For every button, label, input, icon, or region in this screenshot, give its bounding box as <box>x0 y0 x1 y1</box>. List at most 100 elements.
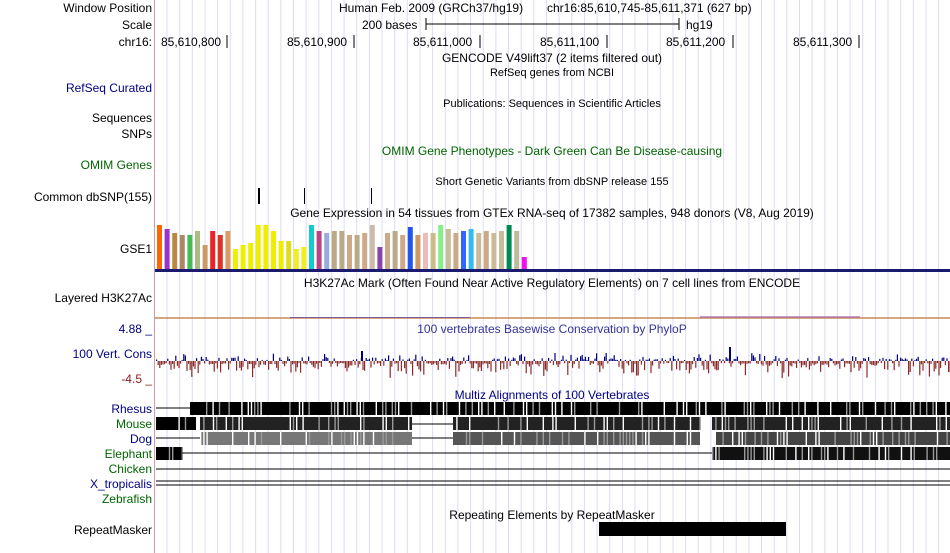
label-column-separator <box>154 0 155 553</box>
gtex-tissue-bar <box>293 249 299 269</box>
species-label-mouse[interactable]: Mouse <box>115 417 152 431</box>
track-label-cons[interactable]: 100 Vert. Cons <box>72 347 152 361</box>
species-label-dog[interactable]: Dog <box>129 432 152 446</box>
track-label-snps[interactable]: SNPs <box>121 127 152 141</box>
gtex-tissue-bar <box>468 229 474 269</box>
gtex-tissue-bar <box>202 245 208 269</box>
gtex-tissue-bar <box>179 235 185 269</box>
gtex-track-title: Gene Expression in 54 tissues from GTEx … <box>290 206 814 220</box>
dbsnp-variant-marks[interactable] <box>258 188 372 204</box>
window-position-label: Window Position <box>63 1 152 15</box>
track-label-omim[interactable]: OMIM Genes <box>80 158 152 172</box>
gtex-tissue-bar <box>225 231 231 269</box>
publications-track-title: Publications: Sequences in Scientific Ar… <box>443 98 661 110</box>
gtex-tissue-bar <box>461 231 466 269</box>
gtex-tissue-bar <box>430 233 436 269</box>
cons-max-value: 4.88 _ <box>118 322 152 336</box>
gtex-tissue-bar <box>415 235 421 269</box>
gtex-tissue-bar <box>172 233 178 269</box>
gtex-tissue-bar <box>347 235 352 269</box>
position-range: chr16:85,610,745-85,611,371 (627 bp) <box>547 1 752 15</box>
gtex-tissue-bar <box>369 225 375 269</box>
gtex-tissue-bar <box>286 241 292 269</box>
gtex-tissue-bar <box>491 233 497 269</box>
scale-text: 200 bases <box>362 18 418 32</box>
gtex-tissue-bar <box>164 229 170 269</box>
chrom-label: chr16: <box>118 35 152 49</box>
gtex-tissue-bar <box>217 235 223 269</box>
gtex-tissue-bar <box>438 225 444 269</box>
gtex-tissue-bar <box>240 245 246 269</box>
gtex-tissue-bar <box>514 231 520 269</box>
species-label-x_tropicalis[interactable]: X_tropicalis <box>89 477 152 491</box>
ruler-tick-label: 85,611,200 <box>666 35 726 49</box>
scale-db: hg19 <box>686 18 713 32</box>
assembly-title: Human Feb. 2009 (GRCh37/hg19) <box>339 1 524 15</box>
track-label-dbsnp[interactable]: Common dbSNP(155) <box>33 190 152 204</box>
gtex-tissue-bar <box>453 233 459 269</box>
gtex-tissue-bar <box>195 231 200 269</box>
ruler-tick-label: 85,611,000 <box>413 35 473 49</box>
scale-label: Scale <box>121 18 152 32</box>
gtex-tissue-bar <box>445 229 451 269</box>
gencode-track-title: GENCODE V49lift37 (2 items filtered out) <box>441 51 663 65</box>
omim-track-title: OMIM Gene Phenotypes - Dark Green Can Be… <box>381 144 723 158</box>
gtex-tissue-bar <box>255 225 261 269</box>
gtex-tissue-bar <box>248 243 254 269</box>
gtex-tissue-bar <box>377 247 383 269</box>
species-label-chicken[interactable]: Chicken <box>108 462 152 476</box>
gtex-tissue-bar <box>278 241 284 269</box>
species-label-elephant[interactable]: Elephant <box>104 447 152 461</box>
gtex-tissue-bar <box>309 225 314 269</box>
repeatmasker-element[interactable] <box>599 522 786 536</box>
dbsnp-track-title: Short Genetic Variants from dbSNP releas… <box>435 176 669 188</box>
gtex-tissue-bar <box>271 231 276 269</box>
gtex-tissue-bar <box>392 231 398 269</box>
gtex-tissue-bar <box>385 233 390 269</box>
cons-min-value: -4.5 _ <box>121 372 152 386</box>
track-label-h3k27ac[interactable]: Layered H3K27Ac <box>54 291 152 305</box>
gtex-tissue-bar <box>339 231 345 269</box>
ruler-tick-label: 85,611,100 <box>540 35 600 49</box>
gtex-tissue-bar <box>521 257 527 269</box>
species-label-rhesus[interactable]: Rhesus <box>111 402 152 416</box>
gtex-tissue-bar <box>233 249 238 269</box>
phylop-conservation-wiggle[interactable] <box>156 347 950 379</box>
multiz-alignment-blocks[interactable] <box>156 402 950 486</box>
h3k27ac-track-title: H3K27Ac Mark (Often Found Near Active Re… <box>303 276 801 290</box>
gtex-tissue-bar <box>187 235 193 269</box>
gtex-tissue-bar <box>210 231 216 269</box>
species-label-zebrafish[interactable]: Zebrafish <box>101 492 152 506</box>
gtex-tissue-bar <box>263 225 269 269</box>
gtex-tissue-bar <box>354 235 360 269</box>
scale-bar <box>425 18 680 30</box>
ruler-tick-label: 85,610,800 <box>161 35 222 49</box>
refseq-track-title: RefSeq genes from NCBI <box>489 67 615 79</box>
gtex-tissue-bar <box>499 231 504 269</box>
gtex-tissue-bar <box>423 233 428 269</box>
ruler-ticks <box>226 35 860 48</box>
track-label-sequences[interactable]: Sequences <box>91 111 152 125</box>
gtex-expression-bars[interactable] <box>157 225 527 269</box>
h3k27ac-signal[interactable] <box>155 316 950 319</box>
gtex-tissue-bar <box>316 231 322 269</box>
multiz-track-title: Multiz Alignments of 100 Vertebrates <box>454 388 650 402</box>
repeatmasker-track-title: Repeating Elements by RepeatMasker <box>449 508 655 522</box>
gtex-tissue-bar <box>407 227 413 269</box>
gtex-tissue-bar <box>506 225 512 269</box>
gtex-tissue-bar <box>331 231 337 269</box>
gtex-tissue-bar <box>476 233 482 269</box>
gtex-tissue-bar <box>157 225 162 269</box>
track-label-repeatmasker[interactable]: RepeatMasker <box>73 523 152 537</box>
ruler-tick-label: 85,610,900 <box>287 35 348 49</box>
gtex-tissue-bar <box>301 247 307 269</box>
gtex-tissue-bar <box>483 231 489 269</box>
track-label-gse1[interactable]: GSE1 <box>119 242 152 256</box>
track-label-refseq[interactable]: RefSeq Curated <box>65 81 152 95</box>
gtex-tissue-bar <box>400 235 406 269</box>
phylop-track-title: 100 vertebrates Basewise Conservation by… <box>417 322 687 336</box>
gtex-tissue-bar <box>324 233 330 269</box>
